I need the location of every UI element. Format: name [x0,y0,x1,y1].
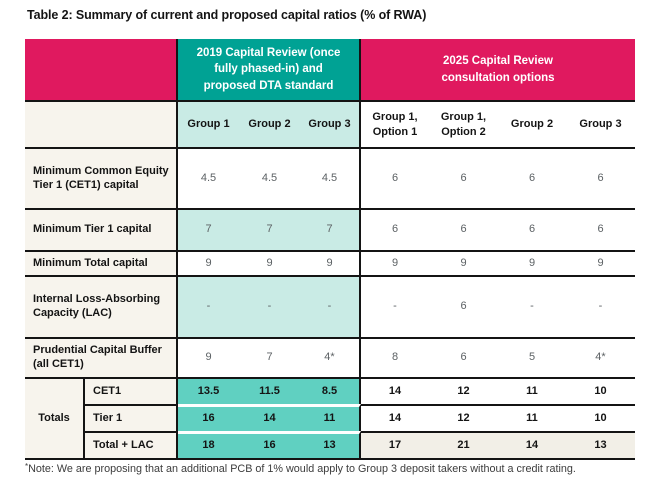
row-label-min-cet1: Minimum Common Equity Tier 1 (CET1) capi… [25,147,178,208]
band-2025-header-text: 2025 Capital Review consultation options [441,55,555,84]
cell-min-cet1-2025-o1: 6 [361,147,429,208]
cell-lac-2025-g3: - [566,275,635,337]
footnote: *Note: We are proposing that an addition… [25,462,576,476]
cell-tot-tier1-2025-o1: 14 [361,404,429,431]
band-empty-cell [25,39,178,100]
table-title: Table 2: Summary of current and proposed… [27,8,427,22]
cell-tot-tier1-2025-g3: 10 [566,404,635,431]
cell-tot-cet1-2025-o2: 12 [429,377,498,404]
cell-tot-cet1-2025-o1: 14 [361,377,429,404]
cell-pcb-2025-g3: 4* [566,337,635,377]
footnote-marker: * [25,462,29,471]
cell-pcb-2025-g2: 5 [498,337,566,377]
cell-lac-2019-g3: - [300,275,361,337]
group-header-spacer [25,100,178,147]
cell-pcb-2019-g3: 4* [300,337,361,377]
footnote-text: Note: We are proposing that an additiona… [28,463,576,475]
group-header-2019-g1: Group 1 [178,100,239,147]
row-label-pcb: Prudential Capital Buffer (all CET1) [25,337,178,377]
cell-min-tier1-2019-g1: 7 [178,208,239,250]
cell-tot-lac-2025-o2: 21 [429,431,498,458]
cell-tot-cet1-2019-g3: 8.5 [300,377,361,404]
row-label-min-tier1: Minimum Tier 1 capital [25,208,178,250]
cell-lac-2019-g1: - [178,275,239,337]
cell-lac-2019-g2: - [239,275,300,337]
totals-sublabel-cet1: CET1 [85,377,178,404]
cell-pcb-2019-g2: 7 [239,337,300,377]
row-label-min-total: Minimum Total capital [25,250,178,275]
cell-tot-cet1-2019-g2: 11.5 [239,377,300,404]
cell-min-cet1-2019-g1: 4.5 [178,147,239,208]
group-header-2025-g1o2: Group 1, Option 2 [429,100,498,147]
cell-tot-tier1-2019-g3: 11 [300,404,361,431]
cell-tot-lac-2019-g2: 16 [239,431,300,458]
cell-min-cet1-2019-g2: 4.5 [239,147,300,208]
cell-min-total-2019-g2: 9 [239,250,300,275]
cell-pcb-2025-o2: 6 [429,337,498,377]
cell-pcb-2019-g1: 9 [178,337,239,377]
capital-ratios-table: 2019 Capital Review (once fully phased-i… [25,39,635,460]
group-header-2019-g3: Group 3 [300,100,361,147]
cell-min-cet1-2025-o2: 6 [429,147,498,208]
cell-min-tier1-2025-o1: 6 [361,208,429,250]
cell-min-total-2025-o2: 9 [429,250,498,275]
group-header-2025-g3: Group 3 [566,100,635,147]
cell-tot-lac-2019-g3: 13 [300,431,361,458]
cell-tot-lac-2019-g1: 18 [178,431,239,458]
group-header-2025-g2: Group 2 [498,100,566,147]
cell-tot-lac-2025-o1: 17 [361,431,429,458]
cell-min-total-2019-g1: 9 [178,250,239,275]
band-2019-header: 2019 Capital Review (once fully phased-i… [178,39,361,100]
cell-tot-tier1-2019-g2: 14 [239,404,300,431]
cell-min-tier1-2025-g2: 6 [498,208,566,250]
cell-tot-tier1-2025-g2: 11 [498,404,566,431]
cell-min-total-2025-g2: 9 [498,250,566,275]
cell-lac-2025-o2: 6 [429,275,498,337]
cell-min-tier1-2019-g2: 7 [239,208,300,250]
totals-sublabel-total-lac: Total + LAC [85,431,178,458]
cell-lac-2025-o1: - [361,275,429,337]
cell-min-tier1-2025-o2: 6 [429,208,498,250]
cell-min-total-2019-g3: 9 [300,250,361,275]
cell-tot-tier1-2019-g1: 16 [178,404,239,431]
cell-lac-2025-g2: - [498,275,566,337]
cell-min-tier1-2025-g3: 6 [566,208,635,250]
cell-tot-tier1-2025-o2: 12 [429,404,498,431]
cell-min-tier1-2019-g3: 7 [300,208,361,250]
cell-tot-cet1-2025-g3: 10 [566,377,635,404]
row-label-lac: Internal Loss-Absorbing Capacity (LAC) [25,275,178,337]
cell-tot-lac-2025-g3: 13 [566,431,635,458]
cell-min-cet1-2019-g3: 4.5 [300,147,361,208]
cell-min-cet1-2025-g2: 6 [498,147,566,208]
cell-tot-lac-2025-g2: 14 [498,431,566,458]
cell-min-total-2025-o1: 9 [361,250,429,275]
cell-tot-cet1-2019-g1: 13.5 [178,377,239,404]
cell-pcb-2025-o1: 8 [361,337,429,377]
group-header-2019-g2: Group 2 [239,100,300,147]
band-2019-header-text: 2019 Capital Review (once fully phased-i… [196,47,341,92]
group-header-2025-g1o1: Group 1, Option 1 [361,100,429,147]
cell-tot-cet1-2025-g2: 11 [498,377,566,404]
totals-label: Totals [25,377,85,458]
totals-sublabel-tier1: Tier 1 [85,404,178,431]
band-2025-header: 2025 Capital Review consultation options [361,39,635,100]
cell-min-total-2025-g3: 9 [566,250,635,275]
cell-min-cet1-2025-g3: 6 [566,147,635,208]
